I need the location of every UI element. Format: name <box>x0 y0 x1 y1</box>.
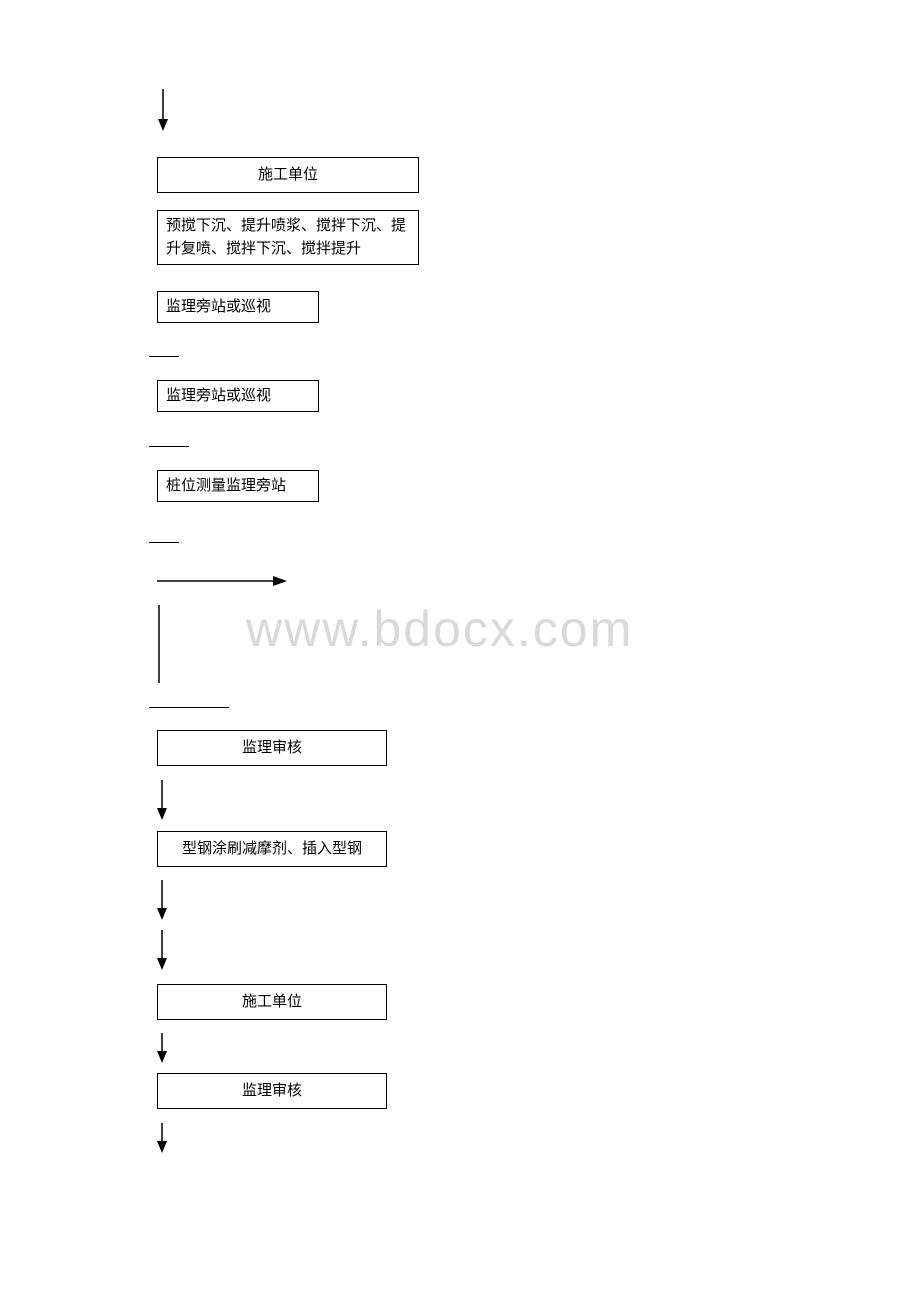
box-label: 监理审核 <box>242 737 302 760</box>
box-supervisor-review-1: 监理审核 <box>157 730 387 766</box>
box-steel-insert: 型钢涂刷减摩剂、插入型钢 <box>157 831 387 867</box>
connector-vline <box>156 605 162 683</box>
arrow-down <box>157 89 169 131</box>
box-pile-measure: 桩位测量监理旁站 <box>157 470 319 502</box>
connector-line <box>149 542 179 543</box>
box-supervisor-1: 监理旁站或巡视 <box>157 291 319 323</box>
arrow-down <box>156 930 168 970</box>
watermark-text: www.bdocx.com <box>246 600 633 658</box>
box-label: 监理审核 <box>242 1080 302 1103</box>
flowchart-page: 施工单位 预搅下沉、提升喷浆、搅拌下沉、提升复喷、搅拌下沉、搅拌提升 监理旁站或… <box>0 0 920 1302</box>
arrow-down <box>156 880 168 920</box>
arrow-down <box>156 780 168 820</box>
arrow-down <box>156 1123 168 1153</box>
box-supervisor-2: 监理旁站或巡视 <box>157 380 319 412</box>
box-process-steps: 预搅下沉、提升喷浆、搅拌下沉、提升复喷、搅拌下沉、搅拌提升 <box>157 210 419 265</box>
box-label: 桩位测量监理旁站 <box>166 475 286 498</box>
box-label: 施工单位 <box>242 991 302 1014</box>
box-label: 型钢涂刷减摩剂、插入型钢 <box>182 838 362 861</box>
box-label: 预搅下沉、提升喷浆、搅拌下沉、提升复喷、搅拌下沉、搅拌提升 <box>166 215 410 260</box>
box-construction-unit-2: 施工单位 <box>157 984 387 1020</box>
box-supervisor-review-2: 监理审核 <box>157 1073 387 1109</box>
connector-line <box>149 707 229 708</box>
box-construction-unit-1: 施工单位 <box>157 157 419 193</box>
arrow-down <box>156 1033 168 1063</box>
arrow-right <box>157 575 287 587</box>
connector-line <box>149 446 189 447</box>
box-label: 施工单位 <box>258 164 318 187</box>
connector-line <box>149 356 179 357</box>
box-label: 监理旁站或巡视 <box>166 385 271 408</box>
box-label: 监理旁站或巡视 <box>166 296 271 319</box>
